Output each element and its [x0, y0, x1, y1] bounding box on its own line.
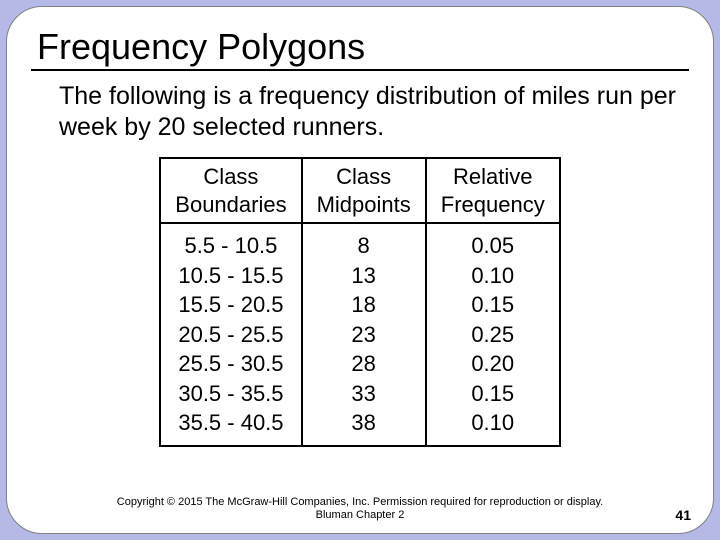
footer: Copyright © 2015 The McGraw-Hill Compani… [7, 496, 713, 524]
table-row: 20.5 - 25.5 23 0.25 [160, 320, 559, 350]
cell-relfreq: 0.10 [426, 408, 560, 446]
table-row: 10.5 - 15.5 13 0.10 [160, 261, 559, 291]
frequency-table: Class Boundaries Class Midpoints Relativ… [159, 157, 560, 447]
page-number: 41 [675, 507, 691, 523]
table-header-row: Class Boundaries Class Midpoints Relativ… [160, 158, 559, 223]
slide-description: The following is a frequency distributio… [31, 81, 689, 144]
cell-boundaries: 25.5 - 30.5 [160, 349, 301, 379]
table-row: 25.5 - 30.5 28 0.20 [160, 349, 559, 379]
table-container: Class Boundaries Class Midpoints Relativ… [31, 157, 689, 447]
slide-frame: Frequency Polygons The following is a fr… [6, 6, 714, 534]
cell-relfreq: 0.15 [426, 379, 560, 409]
table-row: 35.5 - 40.5 38 0.10 [160, 408, 559, 446]
table-row: 15.5 - 20.5 18 0.15 [160, 290, 559, 320]
cell-boundaries: 5.5 - 10.5 [160, 223, 301, 261]
cell-midpoint: 28 [302, 349, 426, 379]
col-header-relfreq: Relative Frequency [426, 158, 560, 223]
cell-midpoint: 23 [302, 320, 426, 350]
table-row: 30.5 - 35.5 33 0.15 [160, 379, 559, 409]
col-header-midpoints: Class Midpoints [302, 158, 426, 223]
cell-boundaries: 35.5 - 40.5 [160, 408, 301, 446]
col-header-boundaries: Class Boundaries [160, 158, 301, 223]
cell-relfreq: 0.25 [426, 320, 560, 350]
cell-relfreq: 0.10 [426, 261, 560, 291]
cell-boundaries: 15.5 - 20.5 [160, 290, 301, 320]
slide-title: Frequency Polygons [31, 27, 689, 71]
cell-midpoint: 18 [302, 290, 426, 320]
cell-midpoint: 13 [302, 261, 426, 291]
chapter-text: Bluman Chapter 2 [316, 509, 405, 521]
cell-midpoint: 38 [302, 408, 426, 446]
cell-midpoint: 8 [302, 223, 426, 261]
cell-relfreq: 0.05 [426, 223, 560, 261]
cell-relfreq: 0.15 [426, 290, 560, 320]
cell-boundaries: 10.5 - 15.5 [160, 261, 301, 291]
cell-boundaries: 30.5 - 35.5 [160, 379, 301, 409]
cell-boundaries: 20.5 - 25.5 [160, 320, 301, 350]
copyright-text: Copyright © 2015 The McGraw-Hill Compani… [117, 496, 603, 508]
cell-relfreq: 0.20 [426, 349, 560, 379]
cell-midpoint: 33 [302, 379, 426, 409]
table-row: 5.5 - 10.5 8 0.05 [160, 223, 559, 261]
table-body: 5.5 - 10.5 8 0.05 10.5 - 15.5 13 0.10 15… [160, 223, 559, 446]
